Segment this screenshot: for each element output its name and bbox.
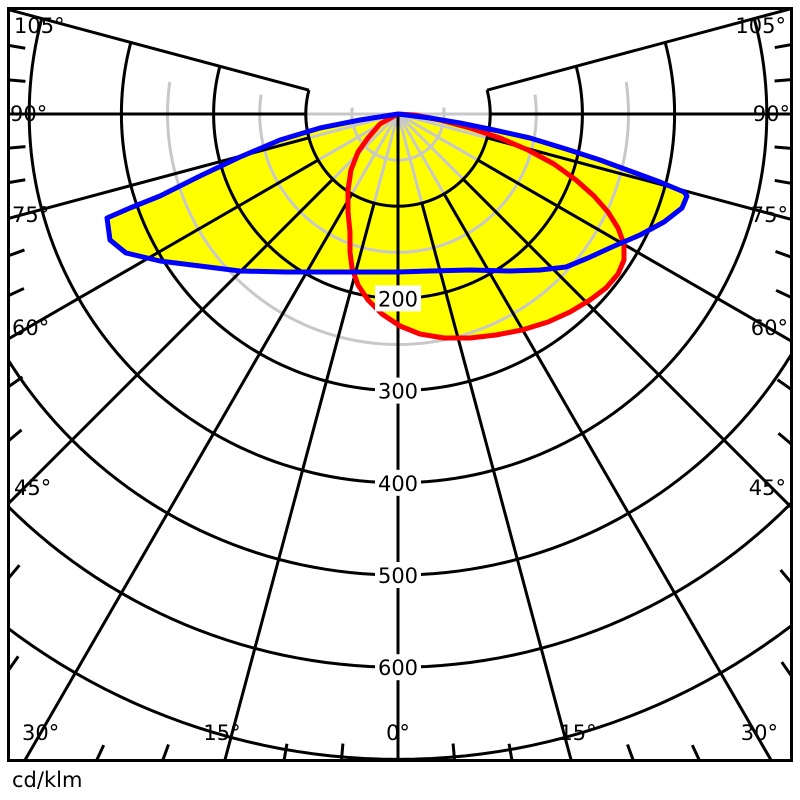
angle-label-right-75: 75° xyxy=(751,203,788,227)
radial-label-300: 300 xyxy=(378,380,418,404)
angle-label-right-60: 60° xyxy=(751,316,788,340)
angle-label-right-15: 15° xyxy=(559,721,596,745)
distribution-curves xyxy=(104,111,690,341)
angle-label-left-45: 45° xyxy=(14,476,51,500)
radial-label-400: 400 xyxy=(378,472,418,496)
angle-label-left-105: 105° xyxy=(14,14,65,38)
axis-labels: 105° 105° 90° 90° 75° 75° 60° 60° 45° 45° 30° 30° 15… xyxy=(10,14,790,745)
radial-label-200: 200 xyxy=(378,287,418,311)
angle-label-right-105: 105° xyxy=(735,14,786,38)
angle-label-right-45: 45° xyxy=(749,476,786,500)
plot-frame xyxy=(7,7,793,762)
angle-label-left-90: 90° xyxy=(10,102,47,126)
angle-label-left-30: 30° xyxy=(22,721,59,745)
radial-label-600: 600 xyxy=(378,656,418,680)
angle-label-zero: 0° xyxy=(386,721,410,745)
angle-label-left-15: 15° xyxy=(203,721,240,745)
radial-label-500: 500 xyxy=(378,564,418,588)
angle-label-right-90: 90° xyxy=(753,102,790,126)
unit-label: cd/klm xyxy=(12,768,83,792)
angle-label-left-60: 60° xyxy=(12,316,49,340)
angle-label-left-75: 75° xyxy=(12,203,49,227)
angle-label-right-30: 30° xyxy=(741,721,778,745)
